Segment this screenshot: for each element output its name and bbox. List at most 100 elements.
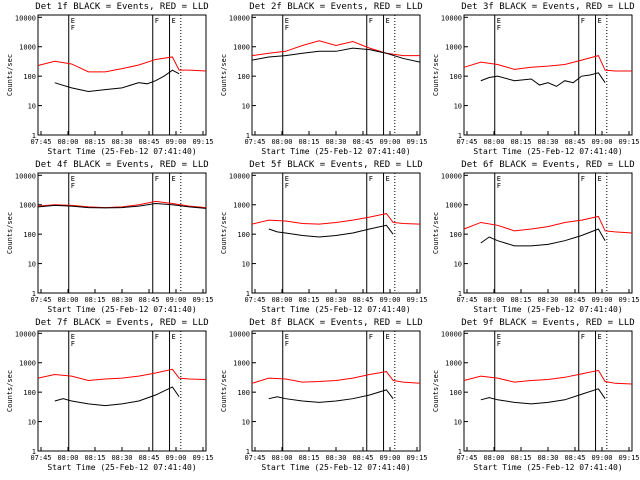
panel-title: Det 7f BLACK = Events, RED = LLD [35,318,208,328]
event-marker-label: E [386,175,390,183]
x-tick-label: 09:00 [591,296,612,304]
x-tick-label: 08:15 [510,296,531,304]
x-tick-label: 09:15 [192,138,213,146]
event-marker-label: E [172,333,176,341]
y-tick-label: 10 [454,419,462,427]
lld-series-line [37,368,207,381]
x-tick-label: 08:00 [271,454,292,462]
lld-series-line [251,40,420,57]
x-tick-label: 08:00 [271,296,292,304]
y-axis-label: Counts/sec [6,54,14,96]
x-tick-label: 08:45 [352,138,373,146]
y-tick-label: 10 [28,419,36,427]
y-tick-label: 10 [454,103,462,111]
y-tick-label: 1000 [445,44,462,52]
y-tick-label: 1 [458,132,462,140]
y-tick-label: 100 [237,73,250,81]
y-tick-label: 100 [237,389,250,397]
x-tick-label: 08:00 [483,296,504,304]
panel: Det 5f BLACK = Events, RED = LLD 1 10 100 10… [220,160,428,314]
x-tick-label: 08:15 [84,454,105,462]
panel-title: Det 6f BLACK = Events, RED = LLD [461,160,634,170]
y-tick-label: 1000 [445,202,462,210]
event-marker-label: F [71,24,75,32]
y-tick-label: 10000 [441,330,462,338]
x-axis-label: Start Time (25-Feb-12 07:41:40) [261,305,410,314]
panel: Det 8f BLACK = Events, RED = LLD 1 10 100 10… [220,318,428,472]
y-tick-label: 10 [242,261,250,269]
x-tick-label: 08:30 [537,296,558,304]
y-tick-label: 100 [449,73,462,81]
y-tick-label: 10000 [441,14,462,22]
x-tick-label: 08:30 [325,138,346,146]
panel-title: Det 4f BLACK = Events, RED = LLD [35,160,208,170]
y-tick-label: 1000 [233,44,250,52]
x-tick-label: 09:15 [192,296,213,304]
event-marker-label: F [155,17,159,25]
x-tick-label: 09:00 [379,296,400,304]
y-tick-label: 100 [23,231,36,239]
lld-series-line [37,56,207,73]
event-marker-label: F [71,182,75,190]
x-tick-label: 07:45 [30,138,51,146]
x-tick-label: 08:15 [298,454,319,462]
event-marker-label: E [172,17,176,25]
event-marker-label: E [285,17,289,25]
x-tick-label: 07:45 [30,454,51,462]
x-tick-label: 09:15 [192,454,213,462]
x-tick-label: 09:00 [591,454,612,462]
x-tick-label: 08:45 [138,138,159,146]
y-axis-label: Counts/sec [432,370,440,412]
event-marker-label: E [598,17,602,25]
x-tick-label: 08:00 [483,138,504,146]
panel: Det 9f BLACK = Events, RED = LLD 1 10 100 10… [432,318,640,472]
events-series-line [268,389,394,403]
x-tick-label: 08:15 [298,296,319,304]
y-tick-label: 10000 [15,172,36,180]
y-tick-label: 1 [246,132,250,140]
x-tick-label: 09:15 [406,296,427,304]
x-tick-label: 07:45 [244,454,265,462]
x-axis-label: Start Time (25-Feb-12 07:41:40) [47,463,196,472]
y-tick-label: 10 [242,103,250,111]
event-marker-label: E [172,175,176,183]
panel-title: Det 8f BLACK = Events, RED = LLD [249,318,422,328]
y-axis-label: Counts/sec [432,212,440,254]
y-tick-label: 100 [237,231,250,239]
event-marker-label: F [369,175,373,183]
x-tick-label: 08:15 [84,138,105,146]
x-tick-label: 08:45 [564,454,585,462]
x-tick-label: 09:15 [618,454,639,462]
y-tick-label: 1000 [233,202,250,210]
events-series-line [480,72,606,87]
x-axis-label: Start Time (25-Feb-12 07:41:40) [473,305,622,314]
y-tick-label: 1 [246,448,250,456]
x-tick-label: 08:30 [537,454,558,462]
x-tick-label: 07:45 [456,296,477,304]
y-tick-label: 10000 [229,14,250,22]
x-tick-label: 09:00 [379,454,400,462]
event-marker-label: E [598,175,602,183]
y-tick-label: 10 [242,419,250,427]
y-axis-label: Counts/sec [220,212,228,254]
x-tick-label: 08:00 [271,138,292,146]
lld-series-line [251,371,421,384]
event-marker-label: F [285,340,289,348]
y-axis-label: Counts/sec [432,54,440,96]
y-tick-label: 100 [449,231,462,239]
x-tick-label: 09:15 [618,296,639,304]
event-marker-label: F [71,340,75,348]
y-tick-label: 10000 [441,172,462,180]
event-marker-label: E [71,175,75,183]
lld-series-line [37,200,207,209]
y-axis-label: Counts/sec [220,370,228,412]
event-marker-label: F [285,24,289,32]
y-tick-label: 1000 [19,360,36,368]
panel-title: Det 1f BLACK = Events, RED = LLD [35,2,208,12]
panel: Det 7f BLACK = Events, RED = LLD 1 10 100 10… [6,318,214,472]
event-marker-label: F [369,17,373,25]
x-tick-label: 08:45 [564,138,585,146]
x-tick-label: 07:45 [244,296,265,304]
panel-title: Det 9f BLACK = Events, RED = LLD [461,318,634,328]
y-tick-label: 100 [23,389,36,397]
